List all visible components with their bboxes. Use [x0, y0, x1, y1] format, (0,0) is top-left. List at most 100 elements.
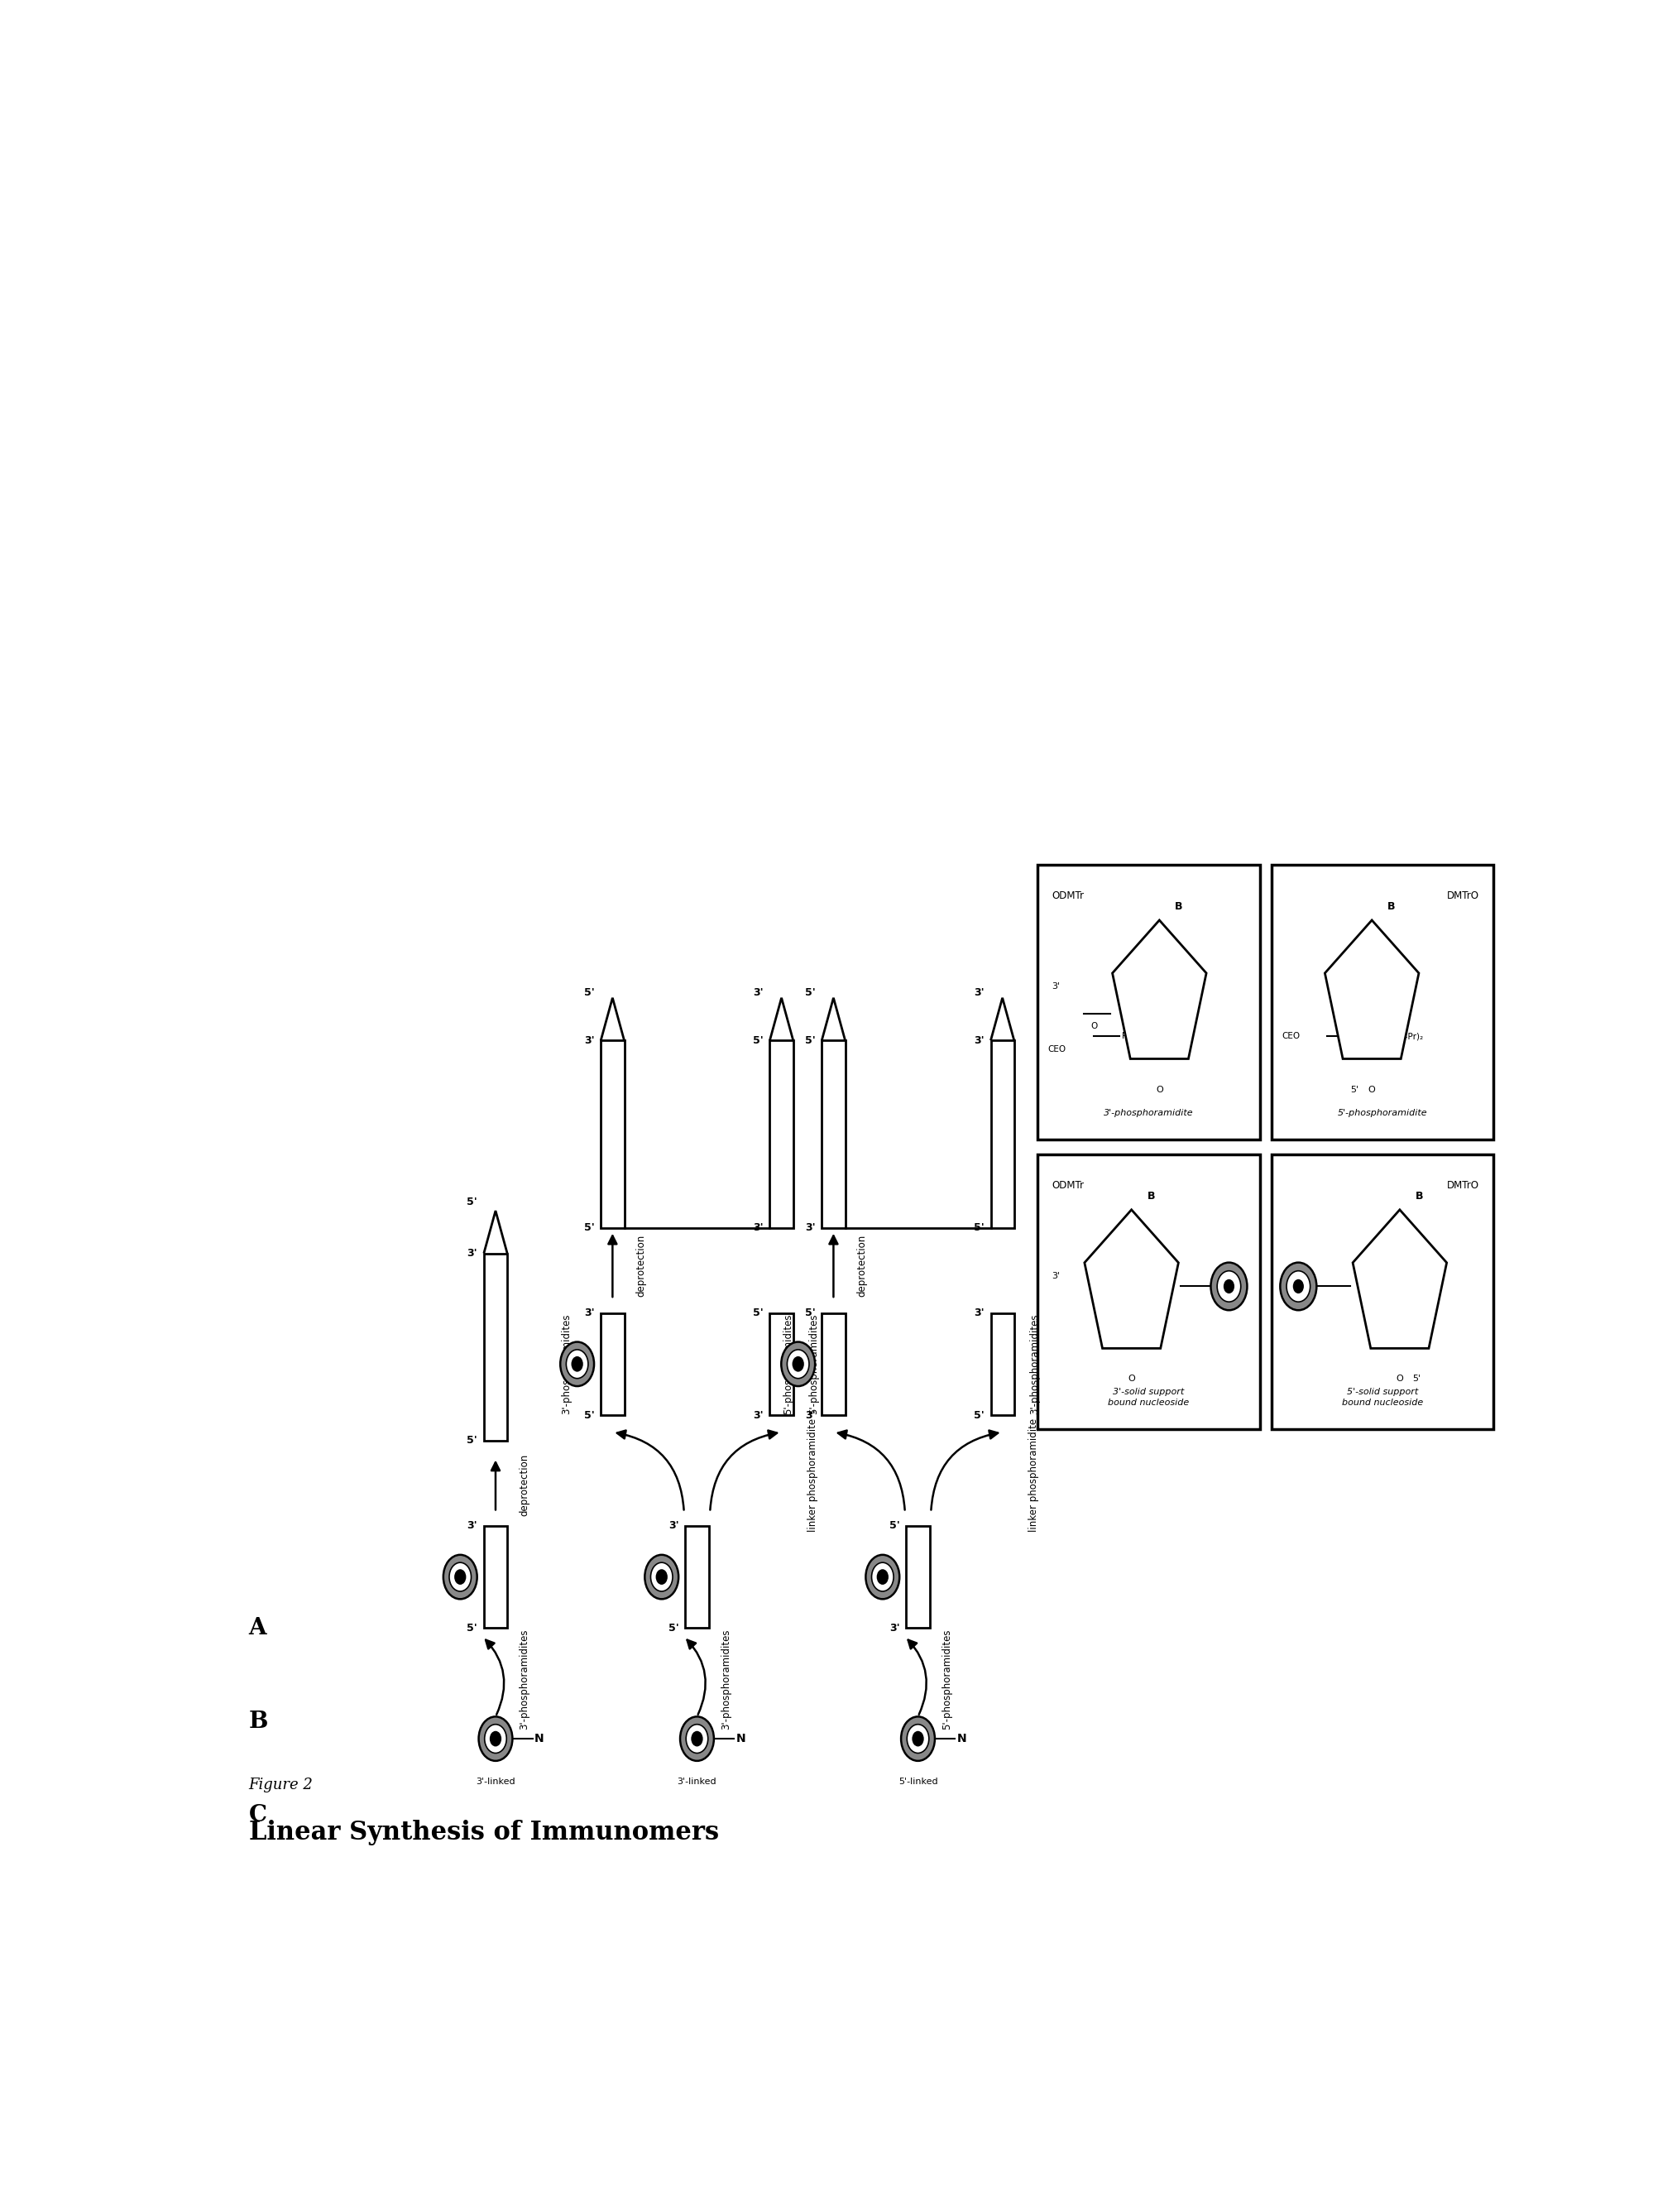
Circle shape [1280, 1263, 1316, 1310]
Bar [906, 1526, 929, 1628]
Circle shape [478, 1717, 513, 1761]
Text: 3'-phosphoramidites: 3'-phosphoramidites [721, 1628, 731, 1730]
Bar [686, 1526, 709, 1628]
Text: 5': 5' [974, 1223, 984, 1232]
Text: B: B [1415, 1190, 1424, 1201]
Text: 3': 3' [466, 1248, 478, 1259]
Text: 5': 5' [466, 1436, 478, 1447]
Bar [991, 1040, 1015, 1228]
Bar [822, 1314, 845, 1416]
Text: N: N [958, 1732, 966, 1745]
Text: 3': 3' [753, 987, 763, 998]
Text: 5': 5' [889, 1520, 901, 1531]
Text: Linear Synthesis of Immunomers: Linear Synthesis of Immunomers [248, 1820, 719, 1845]
Circle shape [1218, 1272, 1241, 1303]
Text: 3'-solid support
bound nucleoside: 3'-solid support bound nucleoside [1108, 1389, 1189, 1407]
Text: O: O [1397, 1376, 1404, 1382]
Bar [600, 1040, 624, 1228]
Text: 3': 3' [1051, 1272, 1060, 1281]
Text: Figure 2: Figure 2 [248, 1776, 314, 1792]
Text: CEO: CEO [1048, 1046, 1067, 1053]
Text: B: B [1387, 900, 1395, 911]
Circle shape [792, 1356, 803, 1371]
Text: O: O [1368, 1086, 1375, 1093]
Bar [991, 1314, 1015, 1416]
Text: P: P [1122, 1033, 1127, 1040]
Circle shape [1224, 1279, 1234, 1294]
Text: 5': 5' [584, 1409, 594, 1420]
Text: DMTrO: DMTrO [1447, 1179, 1479, 1190]
Text: A: A [248, 1617, 267, 1639]
Text: B: B [248, 1710, 268, 1732]
Text: 5'-linked: 5'-linked [899, 1778, 937, 1787]
Circle shape [644, 1555, 679, 1599]
Bar [485, 1526, 506, 1628]
Circle shape [781, 1343, 815, 1387]
Circle shape [485, 1725, 506, 1754]
Circle shape [877, 1568, 889, 1584]
Text: deprotection: deprotection [857, 1234, 867, 1296]
Text: 5': 5' [753, 1307, 763, 1318]
Text: 3': 3' [974, 1307, 984, 1318]
Text: 5': 5' [753, 1035, 763, 1046]
Text: 5': 5' [466, 1197, 478, 1208]
Text: C: C [248, 1805, 267, 1827]
Text: deprotection: deprotection [518, 1453, 530, 1515]
Text: ODMTr: ODMTr [1051, 1179, 1083, 1190]
Circle shape [686, 1725, 708, 1754]
Text: 3': 3' [1051, 982, 1060, 991]
Text: B: B [1147, 1190, 1155, 1201]
Text: 3': 3' [753, 1409, 763, 1420]
Circle shape [656, 1568, 667, 1584]
Circle shape [865, 1555, 899, 1599]
Text: N(i-Pr)₂: N(i-Pr)₂ [1392, 1033, 1424, 1040]
Polygon shape [1325, 920, 1419, 1060]
Circle shape [691, 1732, 703, 1747]
Text: O: O [1092, 1022, 1098, 1031]
Text: O: O [1129, 1376, 1135, 1382]
Text: 3': 3' [466, 1520, 478, 1531]
Circle shape [443, 1555, 476, 1599]
Bar [822, 1040, 845, 1228]
Text: 5': 5' [466, 1624, 478, 1632]
Circle shape [907, 1725, 929, 1754]
Text: B: B [1176, 900, 1182, 911]
Bar [770, 1314, 793, 1416]
Text: 5': 5' [805, 1307, 815, 1318]
Text: 5': 5' [667, 1624, 679, 1632]
Text: 3': 3' [805, 1409, 815, 1420]
Text: 5'-phosphoramidite: 5'-phosphoramidite [1338, 1108, 1427, 1117]
Circle shape [787, 1349, 808, 1378]
Circle shape [901, 1717, 934, 1761]
Text: 5'-phosphoramidites: 5'-phosphoramidites [941, 1628, 953, 1730]
Text: 3'-phosphoramidites: 3'-phosphoramidites [518, 1628, 530, 1730]
Text: N: N [736, 1732, 746, 1745]
Text: 5': 5' [974, 1409, 984, 1420]
Circle shape [912, 1732, 924, 1747]
Text: 3': 3' [974, 987, 984, 998]
Text: DMTrO: DMTrO [1447, 891, 1479, 900]
Text: 3'-linked: 3'-linked [476, 1778, 515, 1787]
Text: CEO: CEO [1281, 1033, 1300, 1040]
Text: ODMTr: ODMTr [1051, 891, 1083, 900]
Text: 5': 5' [805, 1035, 815, 1046]
Text: 5': 5' [584, 987, 594, 998]
Circle shape [1286, 1272, 1310, 1303]
Polygon shape [1112, 920, 1206, 1060]
Circle shape [651, 1562, 672, 1590]
Text: N: N [535, 1732, 543, 1745]
Text: 5'-solid support
bound nucleoside: 5'-solid support bound nucleoside [1342, 1389, 1424, 1407]
Text: 5': 5' [584, 1223, 594, 1232]
Circle shape [872, 1562, 894, 1590]
Text: linker phosphoramidite: linker phosphoramidite [808, 1418, 818, 1531]
Text: 5': 5' [1350, 1086, 1358, 1093]
Bar [485, 1254, 506, 1440]
Bar [770, 1040, 793, 1228]
Text: 5': 5' [805, 987, 815, 998]
Circle shape [449, 1562, 471, 1590]
Text: 3'-phosphoramidites: 3'-phosphoramidites [562, 1314, 572, 1413]
Bar [600, 1314, 624, 1416]
Text: 3': 3' [669, 1520, 679, 1531]
Text: 3': 3' [584, 1035, 594, 1046]
Text: 5': 5' [1412, 1376, 1420, 1382]
